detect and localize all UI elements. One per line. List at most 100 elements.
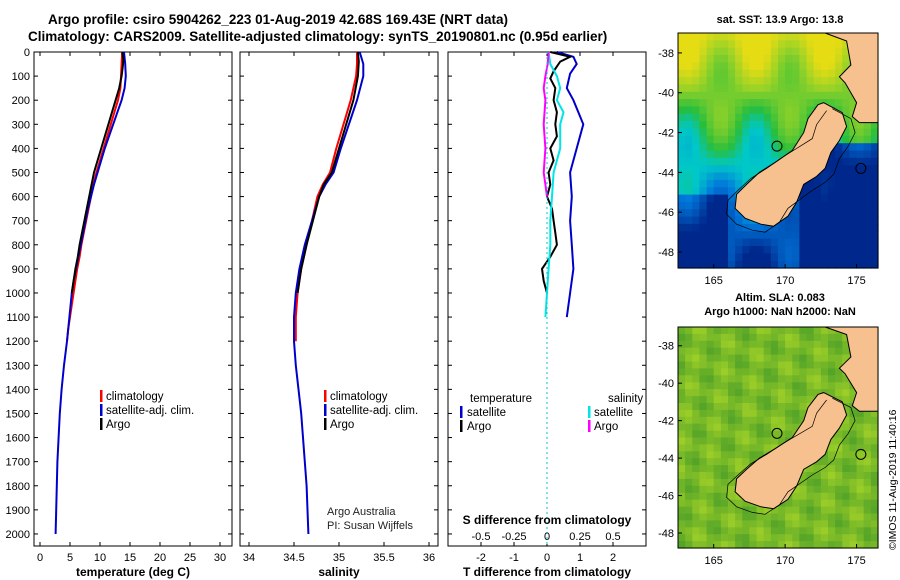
map-pixel xyxy=(720,416,729,425)
map-pixel xyxy=(792,396,800,404)
map-pixel xyxy=(699,62,708,71)
x-tick-label: 0 xyxy=(37,552,43,564)
map-pixel xyxy=(685,430,693,439)
map-pixel xyxy=(685,499,693,508)
map-pixel xyxy=(770,99,779,107)
map-pixel xyxy=(749,396,758,404)
map-pixel xyxy=(799,33,808,41)
map-pixel xyxy=(828,382,836,390)
map-pixel xyxy=(742,165,750,174)
map-pixel xyxy=(692,216,700,225)
map-pixel xyxy=(728,347,736,356)
legend-swatch xyxy=(460,406,463,418)
map-pixel xyxy=(828,513,836,521)
map-pixel xyxy=(770,231,779,240)
map-pixel xyxy=(756,520,765,528)
map-pixel xyxy=(856,444,865,452)
map-pixel xyxy=(806,55,815,63)
map-pixel xyxy=(770,430,779,439)
map-pixel xyxy=(785,333,793,342)
map-pixel xyxy=(842,347,850,356)
map-pixel xyxy=(856,238,865,247)
map-pixel xyxy=(778,527,786,535)
map-pixel xyxy=(706,396,715,404)
map-pixel xyxy=(728,541,736,549)
map-pixel xyxy=(742,513,750,521)
map-pixel xyxy=(692,165,700,174)
map-pixel xyxy=(756,513,765,521)
map-pixel xyxy=(742,382,750,390)
map-pixel xyxy=(842,201,850,210)
map-pixel xyxy=(756,444,765,452)
map-pixel xyxy=(849,416,858,425)
map-pixel xyxy=(778,77,786,85)
map-pixel xyxy=(856,409,865,418)
map-pixel xyxy=(749,150,758,159)
map-pixel xyxy=(699,327,708,335)
x-axis-title: temperature (deg C) xyxy=(76,565,190,579)
y-tick-label: 500 xyxy=(12,167,30,179)
map-pixel xyxy=(749,389,758,397)
map-pixel xyxy=(692,485,700,494)
map-pixel xyxy=(720,172,729,181)
profile-panel-1: 0100200300400500600700800900100011001200… xyxy=(6,47,233,579)
map-pixel xyxy=(820,231,829,240)
map-pixel xyxy=(835,47,843,56)
map-pixel xyxy=(842,99,850,107)
map-pixel xyxy=(685,33,693,41)
map-pixel xyxy=(820,472,829,480)
map-pixel xyxy=(706,513,715,521)
map-pixel xyxy=(678,375,686,383)
map-pixel xyxy=(713,246,722,254)
map-pixel xyxy=(735,506,743,515)
map-pixel xyxy=(828,150,836,159)
map-pixel xyxy=(685,347,693,356)
y-tick-label: 100 xyxy=(12,71,30,83)
map-pixel xyxy=(692,347,700,356)
map-pixel xyxy=(849,520,858,528)
map-pixel xyxy=(842,231,850,240)
map-pixel xyxy=(728,492,736,501)
map-pixel xyxy=(778,541,786,549)
map-pixel xyxy=(742,91,750,100)
map-pixel xyxy=(820,458,829,466)
x-tick-label: 25 xyxy=(184,552,196,564)
map-pixel xyxy=(756,33,765,41)
map-pixel xyxy=(828,179,836,188)
map-pixel xyxy=(706,209,715,218)
map-pixel xyxy=(685,231,693,240)
map-pixel xyxy=(749,340,758,349)
map-pixel xyxy=(685,534,693,542)
map-pixel xyxy=(842,172,850,181)
map-pixel xyxy=(678,223,686,232)
map-pixel xyxy=(699,172,708,181)
map-pixel xyxy=(763,430,772,439)
map-pixel xyxy=(785,62,793,71)
map-pixel xyxy=(699,416,708,425)
map-pixel xyxy=(763,143,772,152)
map-pixel xyxy=(820,62,829,71)
map-pixel xyxy=(720,69,729,78)
argo-location-marker xyxy=(771,427,783,439)
map-pixel xyxy=(713,128,722,137)
map-pixel xyxy=(799,389,808,397)
map-pixel xyxy=(763,91,772,100)
map-pixel xyxy=(856,499,865,508)
map-pixel xyxy=(792,106,800,115)
map-pixel xyxy=(678,253,686,262)
map-pixel xyxy=(813,231,822,240)
map-pixel xyxy=(806,513,815,521)
map-pixel xyxy=(763,527,772,535)
map-pixel xyxy=(820,179,829,188)
map-pixel xyxy=(763,238,772,247)
map-pixel xyxy=(778,128,786,137)
map-pixel xyxy=(713,444,722,452)
map-pixel xyxy=(863,451,872,459)
map-pixel xyxy=(735,69,743,78)
map-pixel xyxy=(820,382,829,390)
map-pixel xyxy=(720,478,729,487)
map-pixel xyxy=(785,135,793,144)
map-pixel xyxy=(699,99,708,107)
map-pixel xyxy=(785,69,793,78)
map-pixel xyxy=(849,451,858,459)
